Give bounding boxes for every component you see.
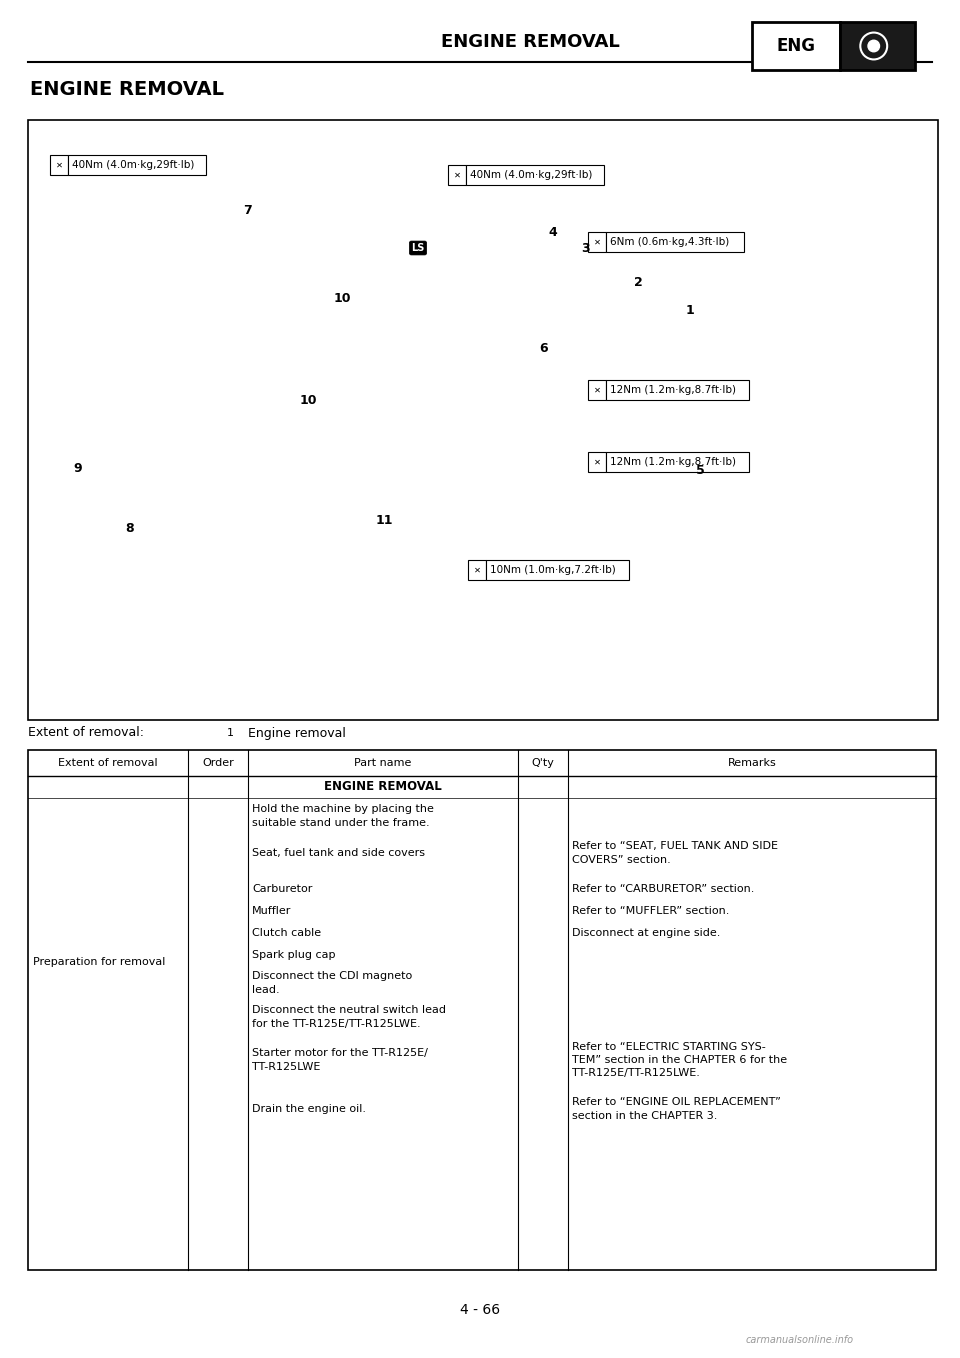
Bar: [606, 452, 750, 473]
Bar: [466, 166, 604, 185]
Bar: [606, 232, 744, 253]
Text: ✕: ✕: [593, 458, 601, 467]
Text: ✕: ✕: [593, 386, 601, 395]
Circle shape: [221, 724, 239, 741]
Text: ENGINE REMOVAL: ENGINE REMOVAL: [441, 33, 619, 52]
Bar: [840, 22, 915, 71]
Text: 10: 10: [333, 292, 350, 304]
Bar: [28, 120, 938, 720]
Text: 1: 1: [227, 728, 233, 737]
Text: 40Nm (4.0m·kg,29ft·lb): 40Nm (4.0m·kg,29ft·lb): [470, 170, 592, 181]
Text: Clutch cable: Clutch cable: [252, 928, 322, 938]
Text: 10: 10: [300, 394, 317, 406]
Text: Engine removal: Engine removal: [248, 727, 346, 740]
Text: 10Nm (1.0m·kg,7.2ft·lb): 10Nm (1.0m·kg,7.2ft·lb): [490, 565, 615, 574]
Circle shape: [868, 41, 879, 52]
Bar: [448, 166, 466, 185]
Bar: [752, 22, 840, 71]
Text: 9: 9: [74, 462, 83, 474]
Text: Refer to “MUFFLER” section.: Refer to “MUFFLER” section.: [572, 906, 730, 917]
Text: Disconnect at engine side.: Disconnect at engine side.: [572, 928, 720, 938]
Text: 1: 1: [685, 303, 694, 316]
Text: Remarks: Remarks: [728, 758, 777, 769]
Text: Disconnect the neutral switch lead
for the TT-R125E/TT-R125LWE.: Disconnect the neutral switch lead for t…: [252, 1005, 446, 1028]
Text: 2: 2: [634, 276, 642, 288]
Text: 6Nm (0.6m·kg,4.3ft·lb): 6Nm (0.6m·kg,4.3ft·lb): [610, 238, 730, 247]
Text: LS: LS: [411, 243, 424, 253]
Text: 5: 5: [696, 463, 705, 477]
Text: Order: Order: [203, 758, 234, 769]
Text: 8: 8: [126, 521, 134, 535]
Text: Carburetor: Carburetor: [252, 884, 312, 894]
Text: ENGINE REMOVAL: ENGINE REMOVAL: [30, 80, 224, 99]
Text: Muffler: Muffler: [252, 906, 292, 917]
Text: ✕: ✕: [593, 238, 601, 247]
Text: Spark plug cap: Spark plug cap: [252, 951, 335, 960]
Text: Refer to “SEAT, FUEL TANK AND SIDE
COVERS” section.: Refer to “SEAT, FUEL TANK AND SIDE COVER…: [572, 842, 778, 865]
Text: ✕: ✕: [473, 565, 481, 574]
Text: Preparation for removal: Preparation for removal: [33, 957, 165, 967]
Text: Seat, fuel tank and side covers: Seat, fuel tank and side covers: [252, 847, 425, 858]
Bar: [588, 380, 606, 401]
Bar: [68, 155, 205, 175]
Text: 4 - 66: 4 - 66: [460, 1302, 500, 1317]
Text: 4: 4: [548, 225, 558, 239]
Text: Part name: Part name: [354, 758, 412, 769]
Text: Refer to “CARBURETOR” section.: Refer to “CARBURETOR” section.: [572, 884, 755, 894]
Text: carmanualsonline.info: carmanualsonline.info: [746, 1335, 854, 1344]
Bar: [468, 559, 486, 580]
Text: 7: 7: [244, 204, 252, 216]
Text: 11: 11: [375, 513, 393, 527]
Bar: [588, 232, 606, 253]
Text: Refer to “ENGINE OIL REPLACEMENT”
section in the CHAPTER 3.: Refer to “ENGINE OIL REPLACEMENT” sectio…: [572, 1097, 780, 1120]
Text: Refer to “ELECTRIC STARTING SYS-
TEM” section in the CHAPTER 6 for the
TT-R125E/: Refer to “ELECTRIC STARTING SYS- TEM” se…: [572, 1042, 787, 1078]
Text: 12Nm (1.2m·kg,8.7ft·lb): 12Nm (1.2m·kg,8.7ft·lb): [610, 386, 736, 395]
Text: Hold the machine by placing the
suitable stand under the frame.: Hold the machine by placing the suitable…: [252, 804, 434, 827]
Text: Drain the engine oil.: Drain the engine oil.: [252, 1104, 366, 1114]
Text: 3: 3: [581, 242, 589, 254]
Bar: [606, 380, 750, 401]
Bar: [486, 559, 630, 580]
Bar: [50, 155, 68, 175]
Text: Extent of removal:: Extent of removal:: [28, 727, 144, 740]
Text: ✕: ✕: [453, 171, 461, 179]
Text: 12Nm (1.2m·kg,8.7ft·lb): 12Nm (1.2m·kg,8.7ft·lb): [610, 458, 736, 467]
Text: Starter motor for the TT-R125E/
TT-R125LWE: Starter motor for the TT-R125E/ TT-R125L…: [252, 1048, 428, 1071]
Text: ✕: ✕: [56, 160, 62, 170]
Bar: [588, 452, 606, 473]
Text: 6: 6: [540, 341, 548, 354]
Bar: [28, 750, 936, 1270]
Text: Q'ty: Q'ty: [532, 758, 555, 769]
Text: Extent of removal: Extent of removal: [59, 758, 157, 769]
Text: ENGINE REMOVAL: ENGINE REMOVAL: [324, 781, 442, 793]
Text: Disconnect the CDI magneto
lead.: Disconnect the CDI magneto lead.: [252, 971, 412, 994]
Text: ENG: ENG: [777, 37, 815, 56]
Text: 40Nm (4.0m·kg,29ft·lb): 40Nm (4.0m·kg,29ft·lb): [72, 160, 194, 170]
